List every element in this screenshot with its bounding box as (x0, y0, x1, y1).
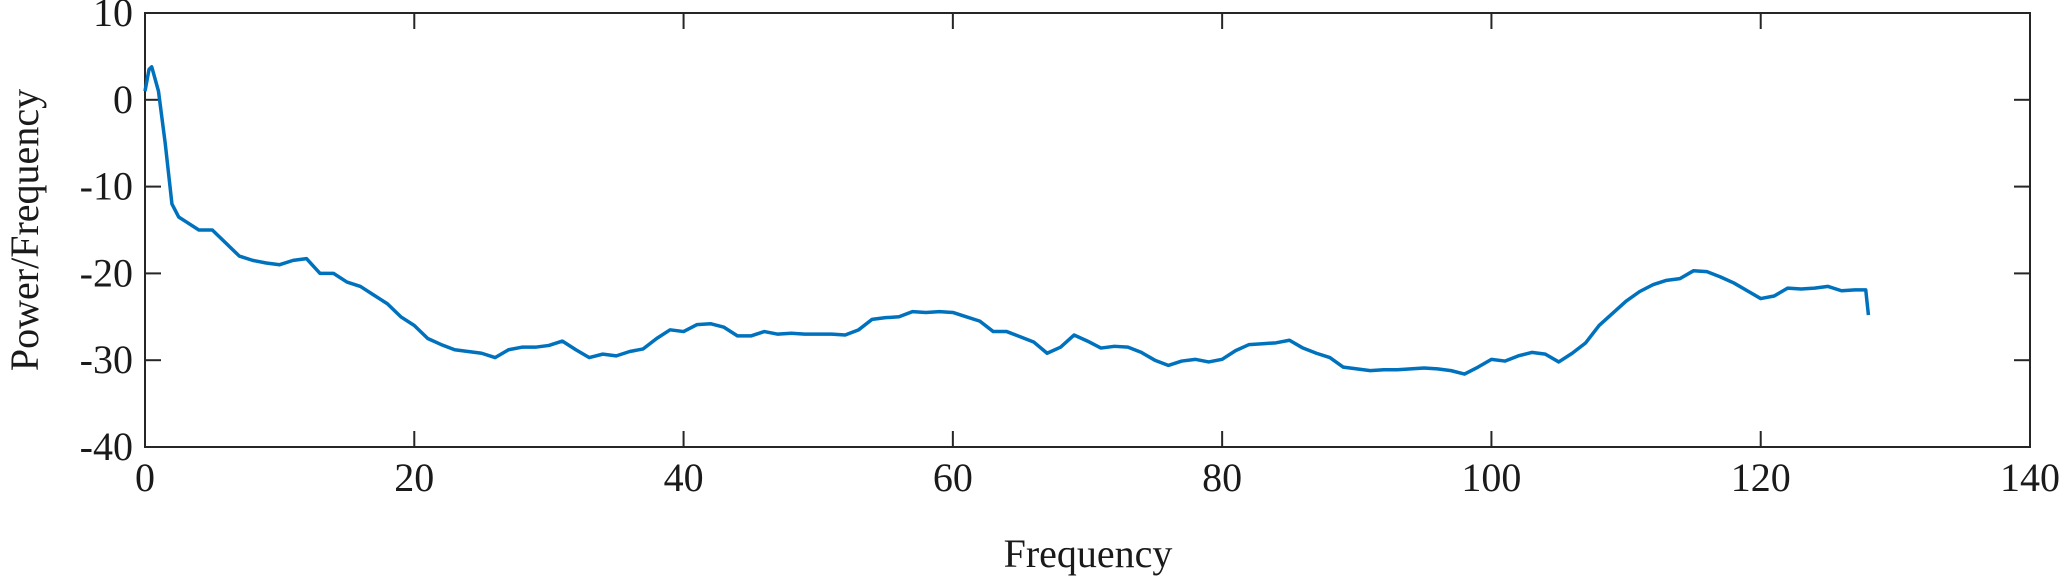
y-tick-label: -20 (80, 250, 133, 295)
data-line (143, 65, 1871, 376)
y-tick-label: 0 (113, 77, 133, 122)
x-tick-label: 100 (1461, 455, 1521, 500)
x-tick-label: 80 (1202, 455, 1242, 500)
x-tick-label: 40 (664, 455, 704, 500)
y-tick-label: -10 (80, 164, 133, 209)
x-tick-label: 60 (933, 455, 973, 500)
x-axis-label: Frequency (1004, 531, 1173, 576)
y-tick-label: -30 (80, 337, 133, 382)
plot-frame (144, 12, 2031, 448)
x-tick-label: 140 (2000, 455, 2060, 500)
y-tick-label: -40 (80, 424, 133, 469)
y-axis-label: Power/Frequency (2, 89, 47, 371)
x-tick-label: 0 (135, 455, 155, 500)
x-tick-label: 120 (1731, 455, 1791, 500)
x-tick-label: 20 (394, 455, 434, 500)
y-tick-label: 10 (93, 0, 133, 35)
